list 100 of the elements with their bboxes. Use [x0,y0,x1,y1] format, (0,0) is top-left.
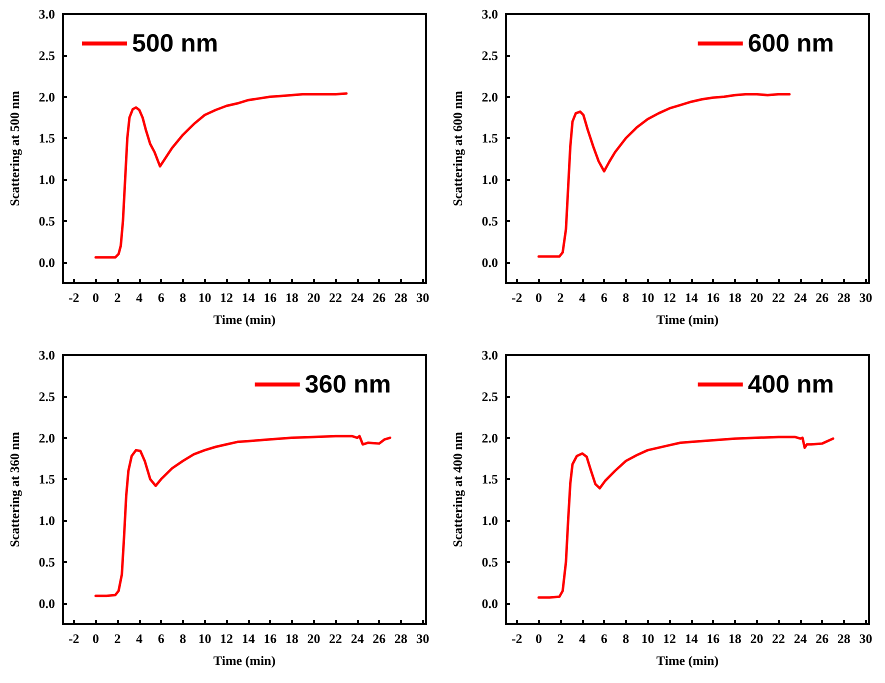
x-tick-label: 16 [264,290,278,305]
x-tick-label: 26 [816,290,830,305]
x-axis-title: Time (min) [656,312,719,327]
x-tick-label: 26 [372,290,386,305]
x-tick-label: 12 [663,631,676,646]
x-tick-label: 20 [750,631,764,646]
x-tick-label: 14 [684,290,698,305]
x-tick-label: 0 [92,631,99,646]
x-tick-label: 8 [180,290,187,305]
x-tick-label: 14 [242,631,256,646]
legend-label: 600 nm [748,30,834,58]
y-axis-title: Scattering at 500 nm [7,90,22,206]
line-series [537,436,834,599]
x-tick-label: 16 [706,631,720,646]
y-tick-label: 0.0 [482,596,498,611]
y-axis-title: Scattering at 400 nm [450,432,465,548]
x-tick-label: 14 [242,290,256,305]
x-tick-label: 30 [416,631,430,646]
x-tick-label: 2 [114,631,121,646]
legend-label: 500 nm [132,30,218,58]
x-tick-label: 16 [706,290,720,305]
y-axis-title: Scattering at 600 nm [450,90,465,206]
line-series [94,434,392,598]
x-tick-label: 0 [92,290,99,305]
y-tick-label: 2.0 [482,430,498,446]
x-tick-label: 4 [579,290,586,305]
y-tick-label: 0.0 [482,254,498,270]
y-tick-label: 1.5 [482,130,498,146]
y-tick-label: 3.0 [38,6,55,22]
x-tick-label: 18 [728,631,742,646]
x-tick-label: 6 [600,290,608,305]
x-tick-label: 2 [557,631,564,646]
x-tick-label: 24 [350,631,364,646]
y-tick-label: 2.0 [38,89,55,104]
y-tick-label: 2.5 [38,48,56,63]
y-tick-label: 2.0 [38,430,55,446]
x-tick-label: 30 [859,290,872,305]
y-tick-label: 3.0 [482,6,498,22]
x-axis-title: Time (min) [656,653,719,668]
x-tick-label: 30 [416,290,430,305]
y-axis-title: Scattering at 360 nm [7,432,22,548]
x-tick-label: 12 [220,631,234,646]
x-tick-label: 16 [264,631,278,646]
y-tick-label: 3.0 [38,348,55,362]
x-tick-label: 24 [794,631,808,646]
legend-label: 400 nm [748,370,834,398]
x-tick-label: 6 [158,290,165,305]
y-tick-label: 2.5 [482,48,498,63]
x-tick-label: 30 [859,631,872,646]
y-tick-label: 2.5 [38,388,56,404]
x-tick-label: 0 [535,631,542,646]
x-tick-label: 20 [307,290,320,305]
x-tick-label: 10 [641,290,654,305]
x-tick-label: 2 [557,290,564,305]
y-tick-label: 0.5 [38,213,56,228]
y-tick-label: 0.5 [482,213,498,228]
x-tick-label: 8 [622,290,630,305]
x-tick-label: 28 [837,290,851,305]
x-tick-label: 24 [350,290,364,305]
x-tick-label: 6 [158,631,165,646]
x-tick-label: 14 [684,631,698,646]
x-tick-label: 4 [136,290,144,305]
x-tick-label: 0 [535,290,542,305]
y-tick-label: 3.0 [482,348,498,362]
x-tick-label: 10 [198,290,212,305]
x-axis-title: Time (min) [213,312,276,327]
y-tick-label: 0.0 [38,596,55,611]
y-tick-label: 1.0 [482,172,498,188]
line-series [537,93,791,258]
x-tick-label: 12 [663,290,676,305]
x-tick-label: -2 [511,631,522,646]
x-tick-label: 4 [136,631,144,646]
x-tick-label: 18 [728,290,742,305]
y-tick-label: 0.0 [38,254,55,270]
x-tick-label: 22 [329,631,342,646]
x-tick-label: -2 [511,290,522,305]
x-tick-label: 8 [180,631,187,646]
x-tick-label: 22 [772,290,786,305]
x-tick-label: 18 [285,290,299,305]
y-tick-label: 0.5 [38,554,56,570]
y-tick-label: 1.0 [38,172,55,188]
y-tick-label: 1.5 [482,472,498,487]
x-tick-label: 22 [772,631,786,646]
x-tick-label: 28 [837,631,851,646]
x-tick-label: 26 [372,631,386,646]
x-tick-label: 20 [307,631,320,646]
x-tick-label: 6 [600,631,608,646]
x-tick-label: 10 [641,631,654,646]
x-tick-label: 4 [579,631,586,646]
x-tick-label: 8 [622,631,630,646]
x-tick-label: 20 [750,290,764,305]
x-tick-label: 10 [198,631,212,646]
x-tick-label: -2 [68,290,80,305]
x-tick-label: 28 [394,631,408,646]
x-tick-label: 24 [794,290,808,305]
x-tick-label: 12 [220,290,234,305]
y-tick-label: 0.5 [482,554,498,570]
x-tick-label: 18 [285,631,299,646]
x-tick-label: -2 [68,631,80,646]
y-tick-label: 1.0 [38,513,55,528]
